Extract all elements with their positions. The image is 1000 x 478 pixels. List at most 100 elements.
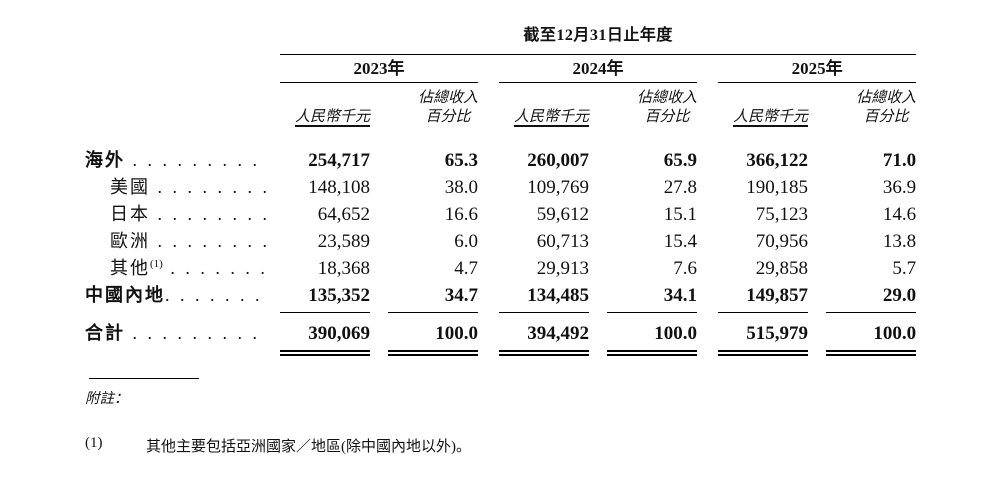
row-label: 日本 . . . . . . . .	[110, 204, 270, 224]
row-label: 其他(1) . . . . . . .	[110, 258, 268, 278]
column-gap	[589, 173, 607, 200]
year-header-2023: 2023年	[280, 54, 478, 83]
column-gap	[478, 55, 499, 83]
column-gap	[589, 254, 607, 281]
percent-value: 27.8	[663, 177, 697, 198]
column-gap	[808, 200, 826, 227]
table-row: 海外 . . . . . . . . . 254,717 65.3 260,007 65…	[85, 131, 916, 173]
row-label: 中國內地. . . . . . .	[85, 285, 263, 305]
amount-value: 254,717	[308, 150, 370, 171]
column-gap	[697, 83, 718, 132]
column-gap	[697, 55, 718, 83]
column-gap	[478, 281, 499, 313]
footnote-text: 其他主要包括亞洲國家／地區(除中國內地以外)。	[146, 439, 471, 455]
row-label: 歐洲 . . . . . . . .	[110, 231, 270, 251]
percent-header-line1: 佔總收入	[417, 90, 478, 106]
percent-value: 100.0	[388, 312, 478, 356]
percent-value: 65.3	[444, 150, 478, 171]
column-gap	[478, 173, 499, 200]
amount-header-text: 人民幣千元	[513, 109, 589, 125]
percent-value: 7.6	[673, 258, 697, 279]
amount-header-text: 人民幣千元	[294, 109, 370, 125]
percent-value: 15.1	[663, 204, 697, 225]
percent-value: 5.7	[892, 258, 917, 279]
label-column-spacer	[85, 22, 280, 55]
column-gap	[370, 173, 388, 200]
column-gap	[478, 227, 499, 254]
amount-value: 135,352	[280, 281, 370, 313]
label-column-spacer	[85, 55, 280, 83]
percent-value: 29.0	[826, 281, 917, 313]
column-gap	[589, 227, 607, 254]
label-column-spacer	[85, 83, 280, 132]
table-row: 美國 . . . . . . . . 148,108 38.0 109,769 27.8…	[85, 173, 916, 200]
column-gap	[808, 83, 826, 132]
column-gap	[370, 281, 388, 313]
column-gap	[370, 83, 388, 132]
amount-value: 149,857	[718, 281, 808, 313]
percent-value: 34.1	[607, 281, 697, 313]
amount-value: 515,979	[718, 312, 808, 356]
percent-value: 34.7	[388, 281, 478, 313]
column-gap	[697, 254, 718, 281]
column-gap	[589, 281, 607, 313]
percent-value: 13.8	[882, 231, 917, 252]
percent-value: 65.9	[663, 150, 697, 171]
amount-value: 109,769	[527, 177, 589, 198]
table-title-row: 截至12月31日止年度	[85, 22, 917, 55]
percent-value: 6.0	[454, 231, 478, 252]
percent-column-header: 佔總收入 百分比	[607, 83, 697, 132]
percent-value: 36.9	[882, 177, 917, 198]
column-gap	[370, 254, 388, 281]
percent-column-header: 佔總收入 百分比	[826, 83, 916, 132]
dot-leader: . . . . . . .	[162, 258, 268, 278]
footnote-header: 附註：	[85, 391, 129, 407]
amount-value: 23,589	[317, 231, 370, 252]
column-gap	[808, 313, 826, 354]
revenue-by-region-table: 截至12月31日止年度 2023年 2024年 2025年 人民幣千元 佔總收入…	[85, 22, 917, 356]
column-gap	[589, 313, 607, 354]
amount-header-text: 人民幣千元	[732, 109, 808, 125]
year-header-2025: 2025年	[718, 54, 917, 83]
amount-column-header: 人民幣千元	[718, 83, 808, 132]
percent-value: 38.0	[444, 177, 478, 198]
percent-value: 14.6	[882, 204, 917, 225]
amount-value: 60,713	[536, 231, 589, 252]
dot-leader: . . . . . . . . .	[125, 322, 260, 343]
column-gap	[589, 83, 607, 132]
percent-value: 4.7	[454, 258, 478, 279]
row-label: 合計 . . . . . . . . .	[85, 322, 260, 343]
column-gap	[808, 254, 826, 281]
percent-value: 100.0	[607, 312, 697, 356]
percent-value: 16.6	[444, 204, 478, 225]
table-row: 合計 . . . . . . . . . 390,069 100.0 394,492 1…	[85, 312, 917, 356]
percent-header-line2: 百分比	[644, 109, 690, 125]
table-row: 日本 . . . . . . . . 64,652 16.6 59,612 15.1 75…	[85, 200, 916, 227]
percent-header-line2: 百分比	[863, 109, 909, 125]
dot-leader: . . . . . . . .	[150, 177, 270, 197]
column-gap	[478, 200, 499, 227]
year-header-row: 2023年 2024年 2025年	[85, 54, 917, 83]
dot-leader: . . . . . . . .	[150, 204, 270, 224]
dot-leader: . . . . . . .	[165, 285, 263, 305]
amount-value: 394,492	[499, 312, 589, 356]
footnote-item: (1) 其他主要包括亞洲國家／地區(除中國內地以外)。	[85, 435, 1000, 456]
amount-column-header: 人民幣千元	[280, 83, 370, 132]
column-gap	[478, 131, 499, 173]
percent-header-line2: 百分比	[425, 109, 471, 125]
column-gap	[808, 131, 826, 173]
footnote-marker: (1)	[85, 435, 103, 451]
row-label: 美國 . . . . . . . .	[110, 177, 270, 197]
dot-leader: . . . . . . . .	[150, 231, 270, 251]
column-gap	[697, 200, 718, 227]
amount-value: 18,368	[317, 258, 370, 279]
column-gap	[808, 227, 826, 254]
percent-value: 100.0	[826, 312, 917, 356]
amount-value: 260,007	[527, 150, 589, 171]
column-gap	[370, 131, 388, 173]
amount-value: 75,123	[755, 204, 808, 225]
subheader-row: 人民幣千元 佔總收入 百分比 人民幣千元 佔總收入 百分比 人民幣千元 佔總收入 百分…	[85, 83, 916, 132]
column-gap	[808, 281, 826, 313]
table-row: 其他(1) . . . . . . . 18,368 4.7 29,913 7.6 29,…	[85, 254, 916, 281]
column-gap	[589, 131, 607, 173]
